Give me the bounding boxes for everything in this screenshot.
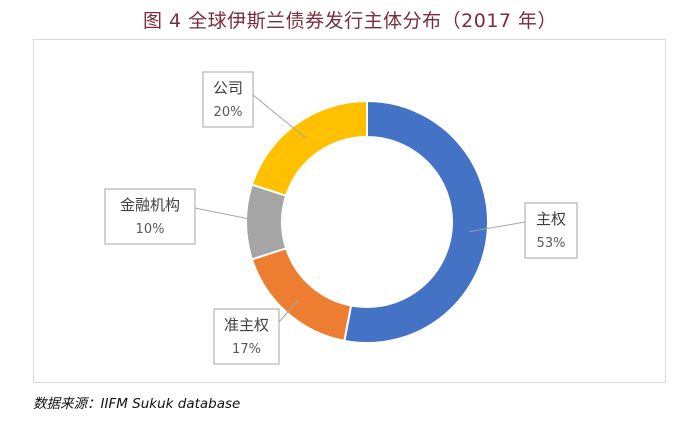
- data-label-name-2: 金融机构: [120, 196, 180, 214]
- data-label-box-3: [202, 71, 254, 128]
- donut-slice-2: [245, 183, 288, 261]
- data-label-name-3: 公司: [213, 79, 243, 97]
- data-label-value-1: 17%: [232, 342, 261, 357]
- data-label-value-2: 10%: [136, 222, 165, 237]
- data-label-value-0: 53%: [537, 236, 566, 251]
- data-label-box-2: [104, 188, 196, 245]
- data-label-value-3: 20%: [214, 105, 243, 120]
- data-label-box-1: [213, 308, 280, 365]
- leader-line-0: [469, 221, 526, 233]
- donut-slice-0: [343, 99, 489, 344]
- data-label-name-0: 主权: [536, 210, 566, 228]
- data-label-name-1: 准主权: [224, 316, 269, 334]
- donut-slice-3: [250, 99, 368, 197]
- leader-line-2: [194, 207, 265, 223]
- source-note: 数据来源：IIFM Sukuk database: [33, 396, 241, 412]
- data-label-box-0: [524, 202, 578, 259]
- chart-title: 图 4 全球伊斯兰债券发行主体分布（2017 年）: [142, 10, 558, 32]
- leader-line-3: [252, 94, 307, 140]
- leader-line-1: [278, 298, 300, 323]
